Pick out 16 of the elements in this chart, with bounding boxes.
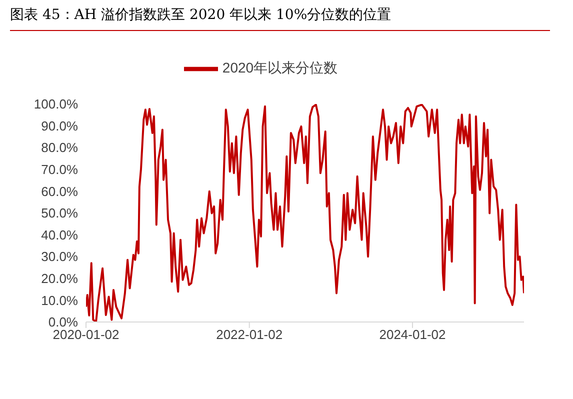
y-tick-label: 50.0% (41, 206, 78, 221)
y-tick-label: 0.0% (48, 314, 78, 330)
x-tick-label: 2022-01-02 (216, 327, 283, 342)
y-tick-label: 100.0% (34, 96, 78, 112)
y-tick-label: 60.0% (41, 184, 78, 199)
legend-label: 2020年以来分位数 (222, 60, 338, 76)
y-tick-label: 90.0% (41, 118, 78, 134)
y-tick-label: 70.0% (41, 162, 78, 178)
chart-title: 图表 45：AH 溢价指数跌至 2020 年以来 10%分位数的位置 (10, 6, 550, 31)
x-tick-label: 2024-01-02 (379, 327, 446, 342)
y-tick-label: 80.0% (41, 140, 78, 156)
x-tick-label: 2020-01-02 (52, 327, 120, 342)
y-tick-label: 30.0% (41, 249, 78, 264)
y-tick-label: 40.0% (41, 227, 78, 242)
y-tick-label: 20.0% (41, 271, 78, 286)
y-tick-label: 10.0% (41, 292, 78, 308)
